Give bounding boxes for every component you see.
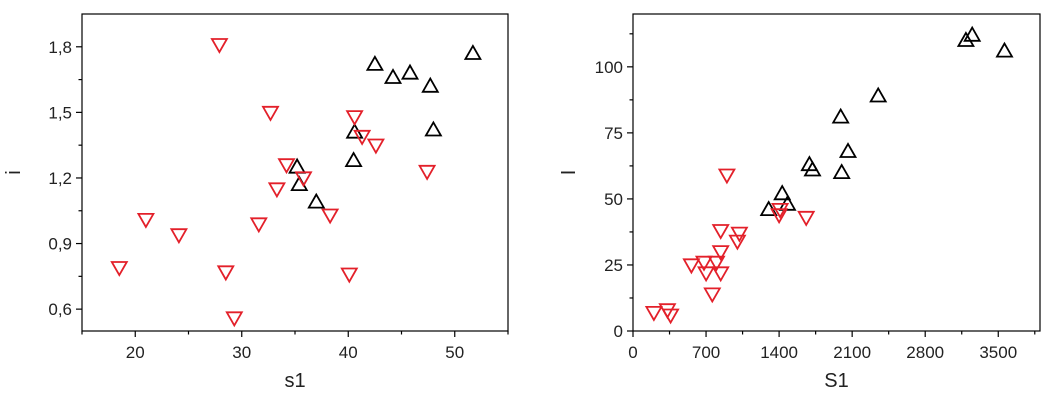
left-chart-triangle-up-point <box>400 63 420 80</box>
left-chart-y-tick-label: 0,9 <box>48 235 72 254</box>
right-chart-triangle-down-point <box>711 245 730 262</box>
left-chart-x-tick-label: 30 <box>232 343 251 362</box>
right-chart-x-tick-label: 700 <box>692 343 720 362</box>
left-chart-y-tick-label: 0,6 <box>48 300 72 319</box>
left-chart-triangle-down-point <box>210 38 229 54</box>
right-chart-triangle-up-point <box>956 31 975 47</box>
left-chart-triangle-down-point <box>216 265 235 282</box>
left-chart-triangle-down-point <box>321 208 340 225</box>
left-chart-triangle-up-point <box>424 120 443 137</box>
right-chart-frame <box>632 13 1041 332</box>
left-chart-x-axis-title: s1 <box>284 370 305 392</box>
left-chart-triangle-up-point <box>344 151 363 168</box>
right-chart-y-tick-label: 50 <box>604 190 623 209</box>
left-chart-triangle-up-point <box>463 44 482 60</box>
left-chart-triangle-down-point <box>261 105 280 122</box>
right-chart-triangle-up-point <box>803 160 822 177</box>
right-chart-x-tick-label: 2800 <box>906 343 944 362</box>
right-chart-x-tick-label: 3500 <box>979 343 1017 362</box>
left-chart-triangle-down-point <box>225 311 244 328</box>
right-chart-triangle-up-point <box>773 184 792 201</box>
right-chart-y-axis-title: I <box>558 170 580 176</box>
left-chart-triangle-down-point <box>294 171 313 188</box>
right-chart-triangle-down-point <box>661 308 680 325</box>
right-chart-y-tick-label: 75 <box>604 124 623 143</box>
right-chart-triangle-down-point <box>770 208 789 225</box>
right-chart-triangle-up-point <box>832 163 851 180</box>
right-chart-x-axis-title: S1 <box>824 370 848 392</box>
left-chart-y-axis-title: i <box>3 170 25 174</box>
left-chart-x-tick-label: 20 <box>126 343 145 362</box>
left-chart-triangle-down-point <box>169 228 188 245</box>
right-chart-triangle-up-point <box>831 107 850 124</box>
right-chart-triangle-up-point <box>963 25 982 42</box>
right-chart-triangle-up-point <box>838 142 858 158</box>
right-chart-triangle-down-point <box>797 210 816 227</box>
left-chart-x-tick-label: 40 <box>339 343 358 362</box>
left-chart-triangle-up-point <box>307 192 326 209</box>
left-chart-y-tick-label: 1,8 <box>48 38 72 57</box>
right-chart-triangle-down-point <box>682 258 701 275</box>
left-chart-triangle-down-point <box>267 182 286 199</box>
right-chart-triangle-down-point <box>711 266 730 283</box>
left-chart-triangle-up-point <box>365 54 384 71</box>
right-chart-triangle-up-point <box>869 86 888 103</box>
right-chart-triangle-down-point <box>771 202 790 219</box>
left-chart-triangle-down-point <box>340 267 359 284</box>
right-chart-triangle-down-point <box>644 305 663 322</box>
left-chart-triangle-down-point <box>353 129 372 146</box>
right-chart-y-tick-label: 0 <box>614 322 623 341</box>
left-chart-triangle-down-point <box>366 138 385 155</box>
right-chart-triangle-down-point <box>703 287 722 304</box>
left-chart-y-tick-label: 1,2 <box>48 169 72 188</box>
left-chart-triangle-down-point <box>277 158 296 175</box>
right-chart-x-tick-label: 2100 <box>833 343 871 362</box>
left-chart-triangle-down-point <box>110 261 129 277</box>
left-chart-x-tick-label: 50 <box>445 343 464 362</box>
right-chart-y-tick-label: 25 <box>604 256 623 275</box>
right-chart-triangle-down-point <box>694 255 714 272</box>
left-chart-triangle-up-point <box>421 76 440 93</box>
left-chart-triangle-up-point <box>383 68 403 84</box>
right-chart-x-tick-label: 0 <box>628 343 637 362</box>
right-chart-triangle-down-point <box>717 168 736 185</box>
right-chart-x-tick-label: 1400 <box>760 343 798 362</box>
left-chart-triangle-down-point <box>418 164 437 181</box>
left-chart-y-tick-label: 1,5 <box>48 103 72 122</box>
left-chart-triangle-down-point <box>345 110 364 127</box>
right-chart-triangle-down-point <box>711 224 730 240</box>
right-chart-triangle-down-point <box>697 266 716 283</box>
right-chart-triangle-up-point <box>995 41 1014 58</box>
right-chart-triangle-down-point <box>730 226 749 243</box>
right-chart-triangle-down-point <box>707 255 726 272</box>
left-chart-triangle-down-point <box>249 217 268 234</box>
right-chart-y-tick-label: 100 <box>595 58 623 77</box>
left-chart-triangle-down-point <box>136 212 155 229</box>
